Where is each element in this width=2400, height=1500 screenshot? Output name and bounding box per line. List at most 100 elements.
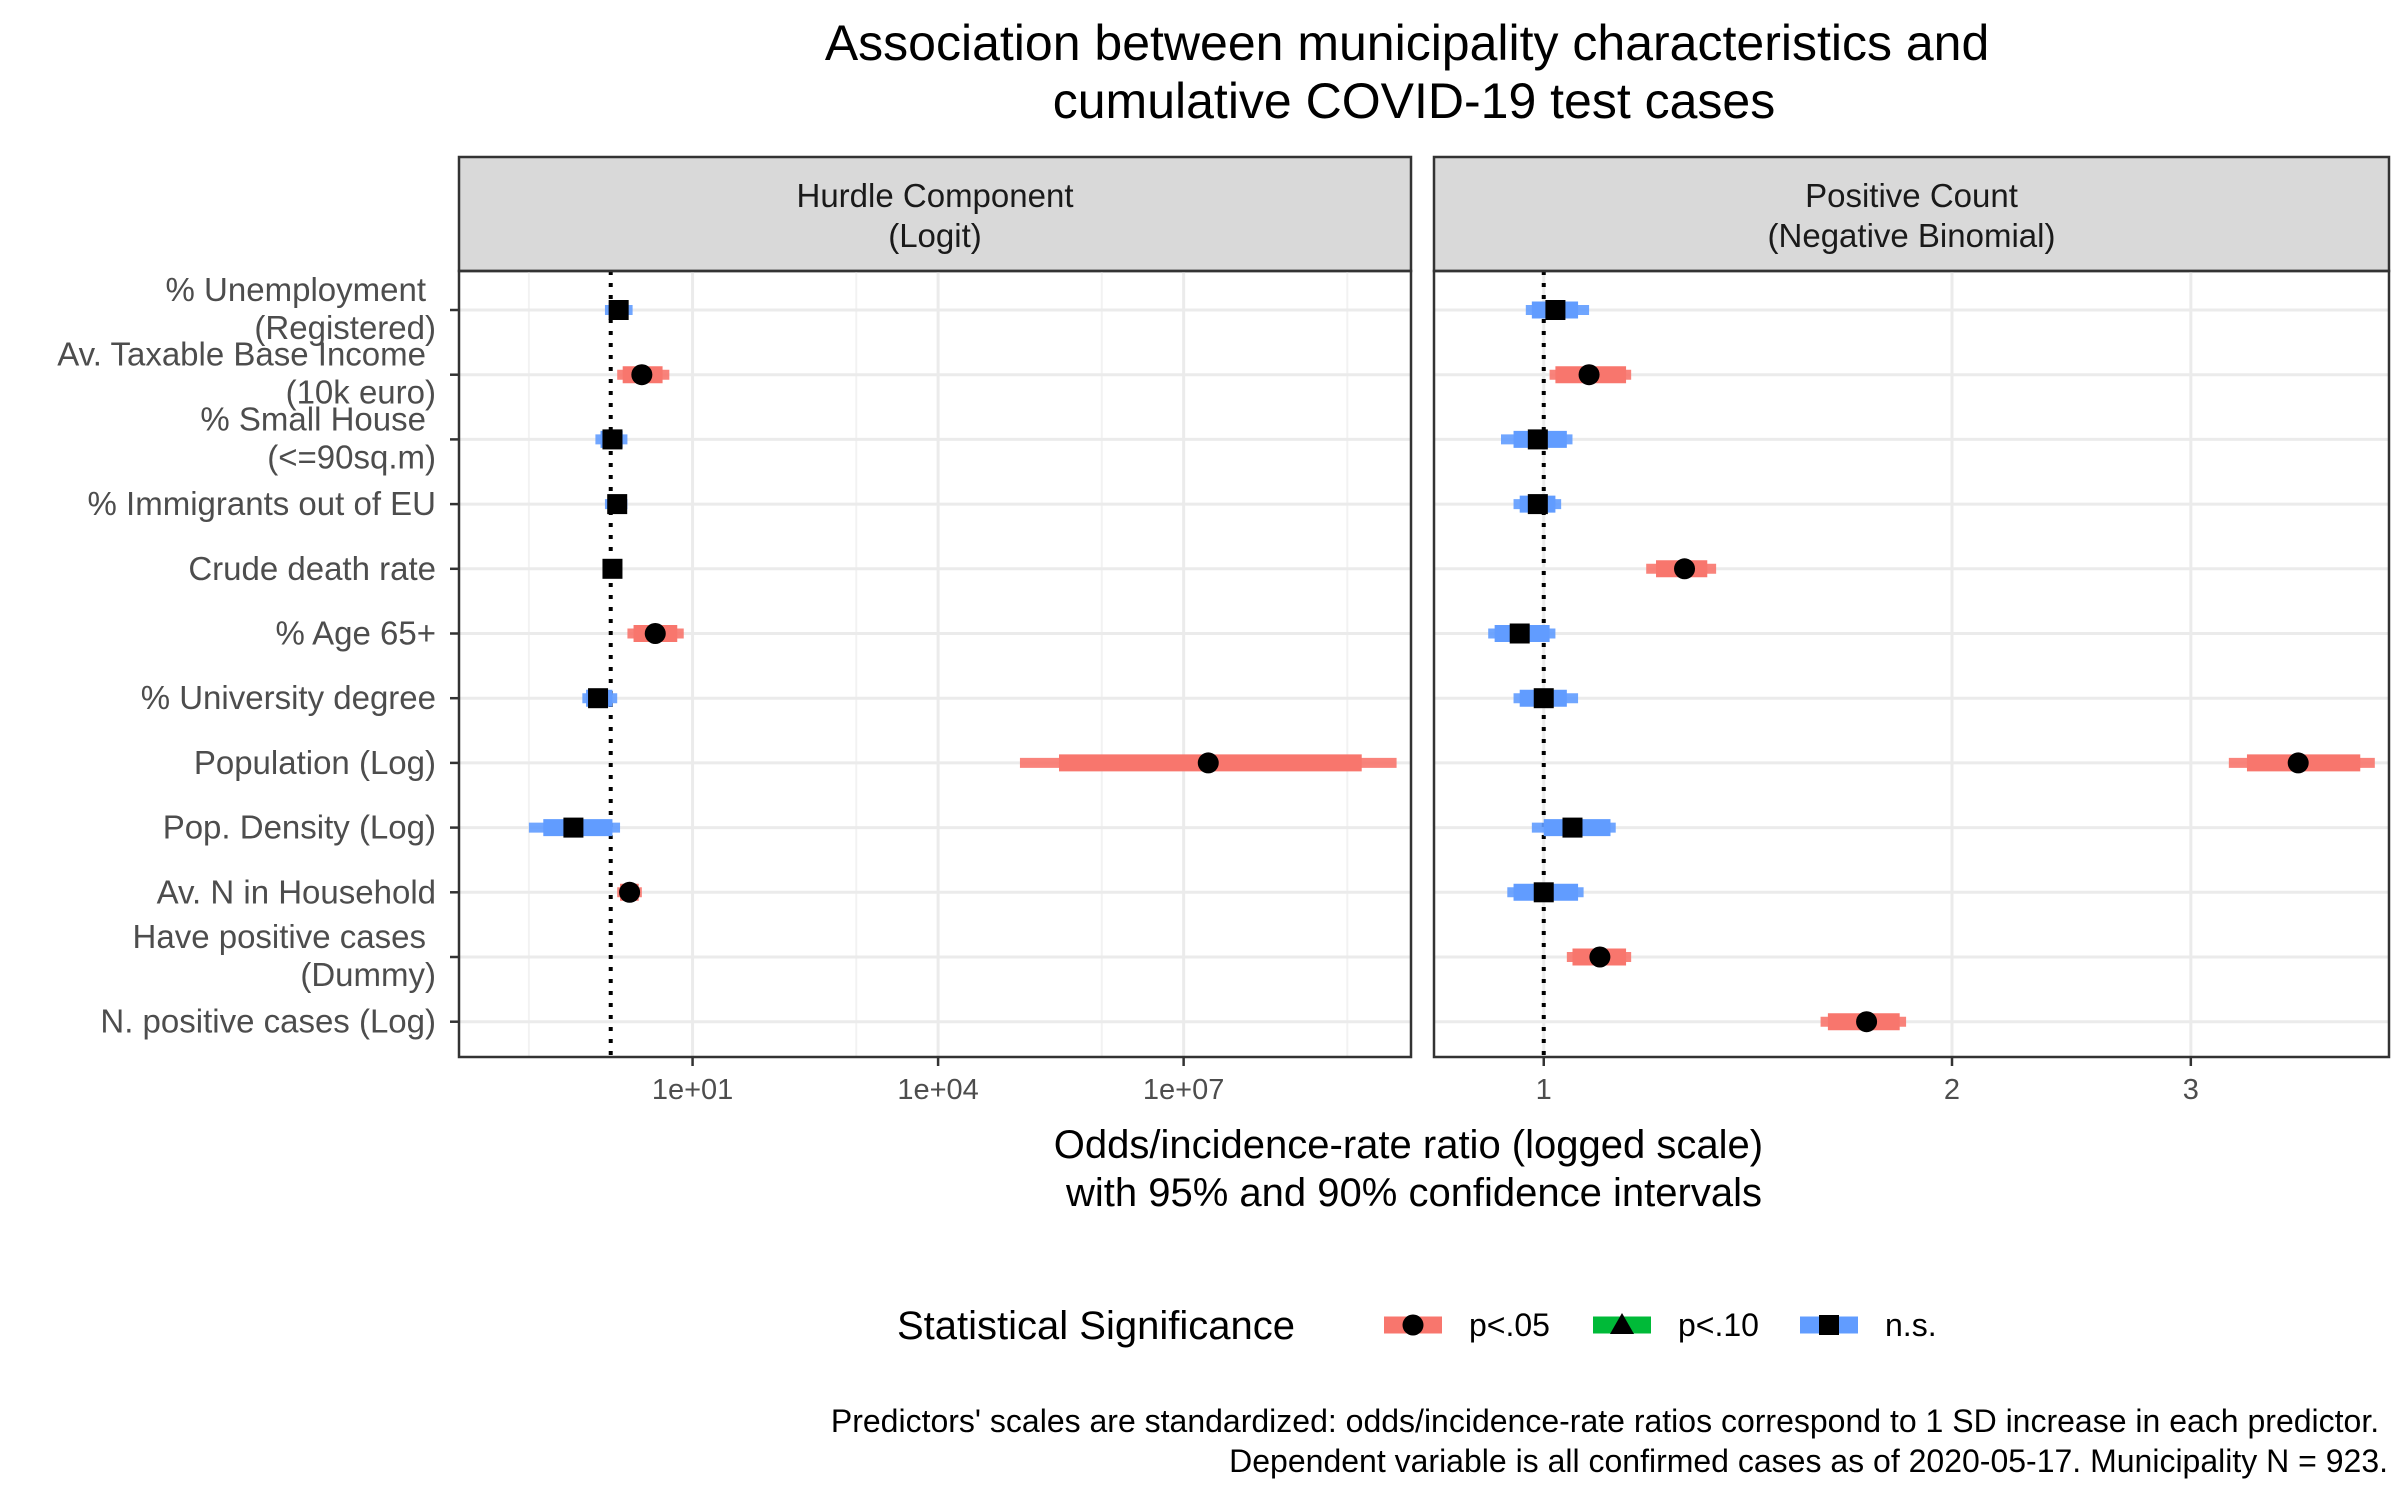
y-tick-label-line: % Immigrants out of EU xyxy=(88,485,436,522)
point-square xyxy=(608,300,629,320)
y-tick-label-line: Av. N in Household xyxy=(157,873,436,910)
point-square xyxy=(602,429,623,450)
point-square xyxy=(602,558,623,579)
panel-strip-title-line: (Negative Binomial) xyxy=(1768,217,2056,254)
y-tick-label-line: Av. Taxable Base Income xyxy=(57,336,426,373)
estimate-2-3 xyxy=(1513,494,1562,515)
estimate-1-6 xyxy=(582,688,618,709)
legend-item-2: p<.10 xyxy=(1593,1307,1759,1343)
legend-key-square xyxy=(1819,1315,1839,1335)
y-tick-label: Av. N in Household xyxy=(157,873,436,910)
y-tick-label-line: % Unemployment xyxy=(166,271,426,308)
point-circle xyxy=(1578,364,1600,386)
x-tick-label: 1e+07 xyxy=(1143,1074,1224,1106)
point-square xyxy=(1527,494,1548,515)
y-tick-label-line: Have positive cases xyxy=(133,918,426,955)
y-tick-label-line: (Dummy) xyxy=(300,956,436,993)
panel-border xyxy=(1432,269,2391,1059)
panel-strip-title-line: Hurdle Component xyxy=(797,177,1074,214)
estimate-2-10 xyxy=(1566,946,1632,968)
y-tick-label-line: Pop. Density (Log) xyxy=(163,809,436,846)
point-square xyxy=(588,688,609,709)
caption-line-1: Predictors' scales are standardized: odd… xyxy=(831,1403,2379,1439)
panel-strip-title-line: Positive Count xyxy=(1805,177,2018,214)
estimate-1-0 xyxy=(604,300,633,320)
legend-item-3: n.s. xyxy=(1800,1307,1937,1343)
point-circle xyxy=(1674,558,1696,580)
panel-strip-title: Positive Count (Negative Binomial) xyxy=(1768,177,2056,254)
y-tick-label-line: (10k euro) xyxy=(286,374,436,411)
legend-label: n.s. xyxy=(1885,1307,1937,1343)
legend-label: p<.10 xyxy=(1678,1307,1759,1343)
legend-title: Statistical Significance xyxy=(897,1304,1295,1348)
point-circle xyxy=(644,623,666,644)
x-tick-label: 2 xyxy=(1944,1074,1960,1106)
panel-strip xyxy=(1432,155,2391,273)
y-tick-label-line: N. positive cases (Log) xyxy=(100,1003,436,1040)
estimate-1-9 xyxy=(617,881,642,903)
y-tick-label: % Small House (<=90sq.m) xyxy=(200,400,436,475)
y-tick-label-line: Crude death rate xyxy=(188,550,436,587)
estimate-2-8 xyxy=(1531,817,1616,838)
estimate-2-9 xyxy=(1507,882,1584,903)
x-tick-label: 1e+04 xyxy=(897,1074,978,1106)
y-tick-label: Population (Log) xyxy=(194,744,436,781)
y-tick-label: Crude death rate xyxy=(188,550,436,587)
point-square xyxy=(1509,623,1530,644)
estimate-2-6 xyxy=(1513,688,1579,709)
estimate-1-5 xyxy=(627,623,684,644)
x-axis-label: Odds/incidence-rate ratio (logged scale)… xyxy=(1054,1123,1774,1215)
estimate-1-1 xyxy=(617,364,670,386)
estimate-2-4 xyxy=(1646,558,1717,580)
panel-strip-title-line: (Logit) xyxy=(888,217,982,254)
panel-strip-title: Hurdle Component (Logit) xyxy=(797,177,1074,254)
y-tick-label-line: % Small House xyxy=(200,400,426,437)
y-tick-label-line: % Age 65+ xyxy=(275,615,436,652)
x-tick-label: 1e+01 xyxy=(652,1074,733,1106)
y-tick-label: Pop. Density (Log) xyxy=(163,809,436,846)
point-square xyxy=(1533,688,1554,709)
point-circle xyxy=(619,881,641,903)
legend-item-1: p<.05 xyxy=(1384,1307,1550,1343)
y-tick-label-line: % University degree xyxy=(141,679,436,716)
y-tick-label: % Age 65+ xyxy=(275,615,436,652)
legend-label: p<.05 xyxy=(1469,1307,1550,1343)
point-square xyxy=(1527,429,1548,450)
point-circle xyxy=(2287,752,2309,774)
x-axis-label-line-1: Odds/incidence-rate ratio (logged scale) xyxy=(1054,1123,1763,1167)
point-square xyxy=(1562,817,1583,838)
estimate-2-0 xyxy=(1525,300,1590,320)
y-tick-label-line: (Registered) xyxy=(254,309,436,346)
y-tick-label: % Immigrants out of EU xyxy=(88,485,436,522)
estimate-1-8 xyxy=(528,817,621,838)
chart-title-line-2: cumulative COVID-19 test cases xyxy=(1053,73,1776,129)
panel-strip xyxy=(457,155,1413,273)
y-tick-label: N. positive cases (Log) xyxy=(100,1003,436,1040)
panel-border xyxy=(457,269,1413,1059)
legend-key-triangle xyxy=(1610,1313,1634,1334)
panels: Hurdle Component (Logit) 1e+01 1e+04 1e+07 Po… xyxy=(457,155,2391,1106)
point-circle xyxy=(631,364,653,386)
point-circle xyxy=(1197,752,1219,774)
point-square xyxy=(563,817,584,838)
panel-2: Positive Count (Negative Binomial) 1 2 3 xyxy=(1432,155,2391,1106)
chart-title: Association between municipality charact… xyxy=(825,15,2003,129)
x-tick-label: 3 xyxy=(2183,1074,2199,1106)
point-circle xyxy=(1589,946,1611,968)
y-tick-label: Av. Taxable Base Income (10k euro) xyxy=(57,336,436,411)
y-tick-label: Have positive cases (Dummy) xyxy=(133,918,436,993)
point-square xyxy=(1545,300,1566,320)
panel-1: Hurdle Component (Logit) 1e+01 1e+04 1e+07 xyxy=(457,155,1413,1106)
legend: Statistical Significance p<.05 p<.10 n.s. xyxy=(897,1304,1937,1348)
estimate-2-5 xyxy=(1488,623,1556,644)
y-tick-label-line: Population (Log) xyxy=(194,744,436,781)
point-circle xyxy=(1856,1011,1878,1033)
legend-key-circle xyxy=(1402,1314,1424,1336)
point-square xyxy=(1533,882,1554,903)
x-axis-label-line-2: with 95% and 90% confidence intervals xyxy=(1065,1171,1762,1215)
estimate-2-1 xyxy=(1549,364,1632,386)
point-square xyxy=(607,494,628,515)
caption-line-2: Dependent variable is all confirmed case… xyxy=(1229,1443,2388,1479)
chart-title-line-1: Association between municipality charact… xyxy=(825,15,1989,71)
estimate-1-3 xyxy=(604,494,628,515)
